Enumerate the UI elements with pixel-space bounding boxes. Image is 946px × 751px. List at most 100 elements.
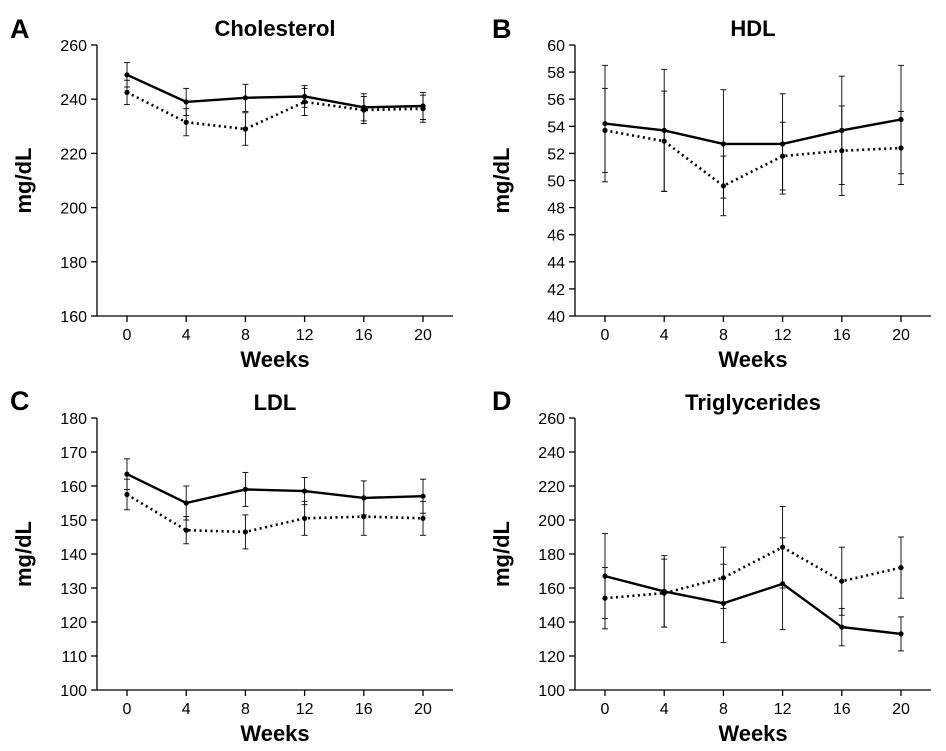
series-solid xyxy=(602,64,904,199)
data-point xyxy=(780,544,786,550)
y-tick-label: 220 xyxy=(538,479,565,496)
data-point xyxy=(898,565,904,571)
y-tick-label: 240 xyxy=(538,445,565,462)
panel-letter: A xyxy=(10,14,30,44)
panel-letter: D xyxy=(492,386,512,416)
x-tick-label: 4 xyxy=(182,701,191,718)
data-point xyxy=(839,578,845,584)
y-tick-label: 130 xyxy=(60,581,87,598)
chart-title: HDL xyxy=(730,16,775,41)
data-point xyxy=(898,145,904,151)
y-tick-label: 40 xyxy=(547,309,565,326)
data-point xyxy=(242,486,248,492)
data-point xyxy=(661,138,667,144)
x-tick-label: 12 xyxy=(296,701,314,718)
series-dotted xyxy=(602,505,904,630)
y-tick-label: 200 xyxy=(60,201,87,218)
data-point xyxy=(183,500,189,506)
data-point xyxy=(720,141,727,147)
data-point xyxy=(602,127,608,133)
x-tick-label: 8 xyxy=(719,327,728,344)
y-tick-label: 260 xyxy=(538,411,565,428)
data-point xyxy=(839,148,845,154)
chart-title: LDL xyxy=(254,390,297,415)
series-line xyxy=(126,473,424,505)
x-axis-label: Weeks xyxy=(718,347,787,372)
panel-letter: C xyxy=(10,386,30,416)
y-tick-label: 100 xyxy=(60,683,87,700)
chart-panel-a: A Cholesterol 160 180 200 220 240 260 0 4 8 12 16 20 W… xyxy=(10,14,453,372)
series-solid xyxy=(124,458,426,521)
data-point xyxy=(302,515,308,521)
x-tick-label: 4 xyxy=(660,327,669,344)
data-point xyxy=(302,99,308,105)
data-point xyxy=(602,595,608,601)
x-tick-label: 8 xyxy=(241,701,250,718)
y-tick-label: 60 xyxy=(547,38,565,55)
data-point xyxy=(361,514,367,520)
series-line xyxy=(126,493,424,534)
data-point xyxy=(183,99,189,105)
data-point xyxy=(839,624,845,630)
y-tick-label: 120 xyxy=(538,649,565,666)
y-tick-label: 58 xyxy=(547,65,565,82)
y-tick-label: 140 xyxy=(538,615,565,632)
y-tick-label: 200 xyxy=(538,513,565,530)
x-tick-label: 16 xyxy=(355,327,373,344)
y-tick-label: 260 xyxy=(60,38,87,55)
y-tick-label: 240 xyxy=(60,92,87,109)
x-tick-label: 12 xyxy=(774,701,792,718)
data-point xyxy=(302,488,308,494)
chart-panel-d: D Triglycerides10012014016018020022024026… xyxy=(489,386,931,746)
series-solid xyxy=(124,62,426,122)
data-point xyxy=(242,95,248,101)
chart-panel-c: C LDL 100 110 120 130 140 150 160 170 180 0 4 8 12 16 20… xyxy=(10,386,453,746)
series-line xyxy=(604,545,902,600)
y-tick-label: 42 xyxy=(547,282,565,299)
y-tick-label: 46 xyxy=(547,228,565,245)
data-point xyxy=(720,575,727,581)
y-tick-label: 50 xyxy=(547,174,565,191)
data-point xyxy=(661,590,667,596)
y-tick-label: 56 xyxy=(547,92,565,109)
x-tick-label: 0 xyxy=(123,701,132,718)
x-axis-label: Weeks xyxy=(240,721,309,746)
data-point xyxy=(242,126,248,132)
x-tick-label: 12 xyxy=(774,327,792,344)
data-point xyxy=(420,515,426,521)
y-axis-label: mg/dL xyxy=(11,148,36,214)
y-tick-label: 180 xyxy=(60,255,87,272)
y-tick-label: 120 xyxy=(60,615,87,632)
x-tick-label: 20 xyxy=(892,701,910,718)
chart-title: Cholesterol xyxy=(214,16,335,41)
chart-title: Triglycerides xyxy=(685,390,821,415)
y-tick-label: 160 xyxy=(60,309,87,326)
y-tick-label: 160 xyxy=(538,581,565,598)
y-axis-label: mg/dL xyxy=(11,521,36,587)
data-point xyxy=(420,493,426,499)
y-tick-label: 160 xyxy=(60,479,87,496)
panel-letter: B xyxy=(492,14,512,44)
x-axis-label: Weeks xyxy=(240,347,309,372)
x-tick-label: 8 xyxy=(241,327,250,344)
data-point xyxy=(183,119,189,125)
data-point xyxy=(183,527,189,533)
series-line xyxy=(126,91,424,131)
data-point xyxy=(124,89,130,96)
x-tick-label: 4 xyxy=(182,327,191,344)
data-point xyxy=(898,631,904,637)
x-tick-label: 8 xyxy=(719,701,728,718)
x-tick-label: 16 xyxy=(355,701,373,718)
x-axis-label: Weeks xyxy=(718,721,787,746)
y-tick-label: 54 xyxy=(547,119,565,136)
y-tick-label: 44 xyxy=(547,255,565,272)
data-point xyxy=(420,106,426,112)
y-tick-label: 110 xyxy=(61,649,87,666)
x-tick-label: 16 xyxy=(833,701,851,718)
y-tick-label: 52 xyxy=(547,146,565,163)
x-tick-label: 16 xyxy=(833,327,851,344)
y-axis-label: mg/dL xyxy=(489,521,514,587)
series-dotted xyxy=(124,79,426,146)
x-tick-label: 20 xyxy=(414,701,432,718)
y-tick-label: 140 xyxy=(60,547,87,564)
